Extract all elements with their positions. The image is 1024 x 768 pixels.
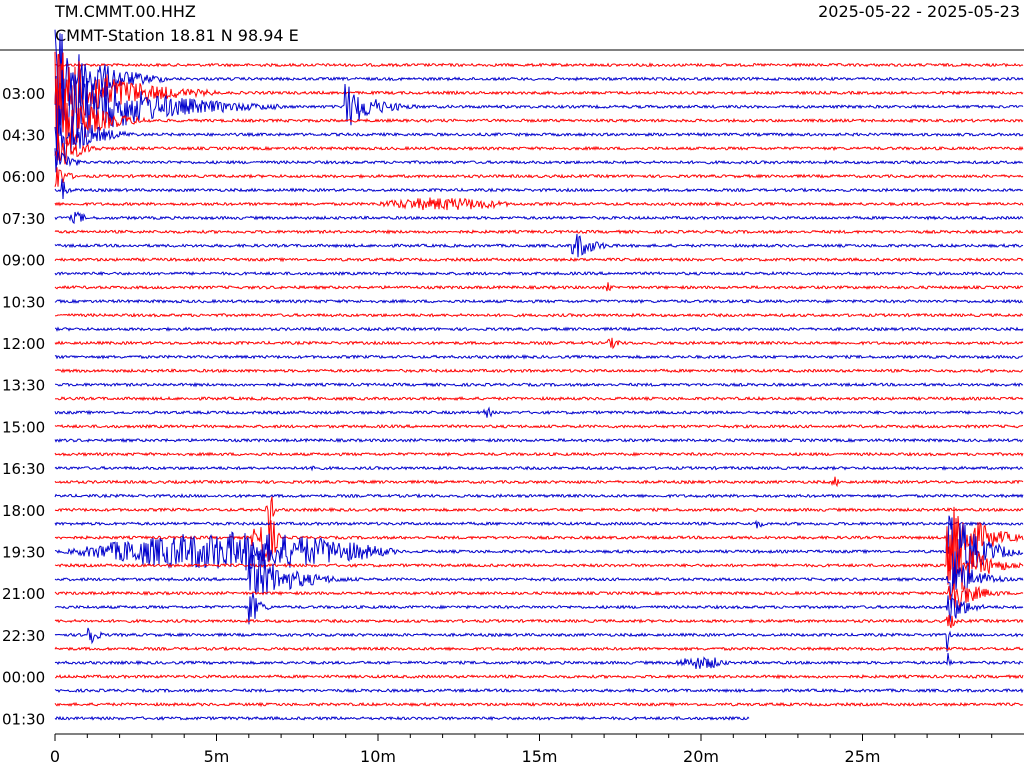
trace-line-30 [54, 476, 1024, 488]
trace-line-3 [54, 69, 1024, 155]
trace-line-25 [54, 406, 1024, 418]
trace-line-44 [54, 673, 1024, 680]
time-label: 19:30 [2, 544, 45, 562]
trace-line-17 [54, 298, 1024, 304]
trace-line-2 [54, 51, 1024, 140]
time-label: 07:30 [2, 210, 45, 228]
trace-line-23 [54, 381, 1024, 388]
trace-line-41 [54, 627, 1024, 652]
trace-line-34 [54, 506, 1024, 572]
x-tick-label: 25m [845, 747, 881, 766]
trace-line-20 [54, 337, 1024, 350]
trace-line-28 [54, 451, 1024, 457]
trace-line-33 [54, 519, 1024, 529]
station-info-label: CMMT-Station 18.81 N 98.94 E [55, 26, 299, 45]
time-label: 04:30 [2, 127, 45, 145]
x-tick-label: 10m [360, 747, 396, 766]
time-label: 22:30 [2, 627, 45, 645]
trace-line-31 [54, 493, 1024, 499]
time-label: 09:00 [2, 252, 45, 270]
trace-line-24 [54, 395, 1024, 402]
trace-line-13 [54, 233, 1024, 258]
trace-line-42 [54, 645, 1024, 652]
trace-line-1 [54, 29, 1024, 115]
trace-line-43 [54, 652, 1024, 669]
trace-line-45 [54, 687, 1024, 694]
x-axis: 0 5m 10m 15m 20m 25m [50, 734, 993, 766]
trace-group [54, 29, 1024, 721]
trace-line-29 [54, 465, 1024, 472]
trace-line-22 [54, 368, 1024, 374]
trace-line-4 [54, 78, 1024, 161]
trace-line-14 [54, 256, 1024, 263]
trace-line-15 [54, 270, 1024, 277]
trace-line-0 [54, 62, 1024, 68]
time-label: 01:30 [2, 710, 45, 728]
trace-line-38 [54, 583, 1024, 608]
trace-line-10 [54, 197, 1024, 211]
trace-line-35 [54, 515, 1024, 587]
time-label: 10:30 [2, 293, 45, 311]
date-range-label: 2025-05-22 - 2025-05-23 [818, 2, 1020, 21]
trace-line-5 [54, 105, 1024, 166]
trace-line-39 [54, 592, 1024, 625]
trace-line-27 [54, 437, 1024, 444]
trace-line-9 [54, 178, 1024, 200]
trace-line-40 [54, 614, 1024, 629]
x-tick-label: 0 [50, 747, 60, 766]
trace-line-16 [54, 282, 1024, 292]
time-label: 03:00 [2, 85, 45, 103]
trace-line-12 [54, 229, 1023, 235]
x-tick-label: 20m [683, 747, 719, 766]
trace-line-18 [54, 312, 1024, 318]
trace-line-47 [54, 715, 750, 721]
time-label: 21:00 [2, 585, 45, 603]
trace-line-21 [54, 354, 1023, 360]
trace-line-7 [54, 148, 1024, 173]
time-label: 15:00 [2, 418, 45, 436]
time-label-group: 03:00 04:30 06:00 07:30 09:00 10:30 12:00 13:30… [2, 85, 45, 728]
time-label: 00:00 [2, 669, 45, 687]
time-label: 12:00 [2, 335, 45, 353]
trace-line-37 [54, 553, 1024, 609]
trace-line-19 [55, 326, 1024, 332]
trace-line-36 [54, 526, 1024, 590]
x-tick-label: 5m [204, 747, 230, 766]
time-label: 18:00 [2, 502, 45, 520]
trace-line-26 [54, 423, 1024, 429]
time-label: 06:00 [2, 168, 45, 186]
station-code-label: TM.CMMT.00.HHZ [54, 2, 196, 21]
trace-line-11 [54, 211, 1024, 225]
trace-line-46 [54, 701, 1024, 708]
time-label: 16:30 [2, 460, 45, 478]
trace-line-8 [54, 167, 1024, 187]
trace-line-6 [54, 133, 1024, 165]
x-tick-label: 15m [522, 747, 558, 766]
trace-line-32 [54, 496, 1024, 538]
time-label: 13:30 [2, 377, 45, 395]
